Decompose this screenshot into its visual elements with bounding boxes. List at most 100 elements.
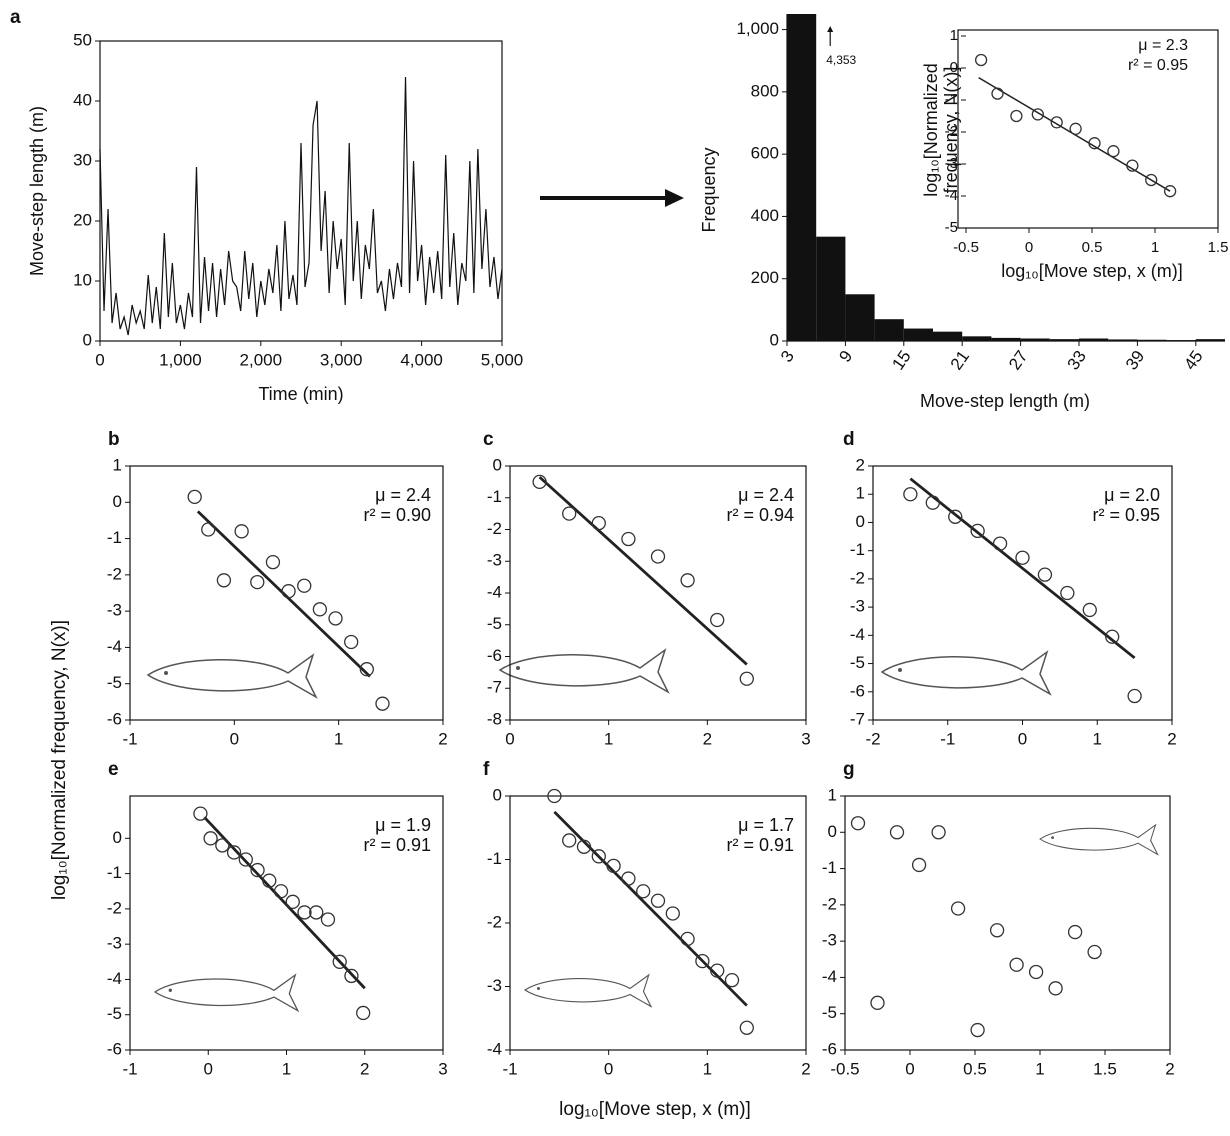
y-tick-label: 800 — [751, 81, 779, 100]
point — [989, 923, 1005, 938]
annotation: μ = 1.7 — [738, 815, 794, 835]
y-tick-label: -3 — [107, 934, 122, 953]
point — [262, 873, 277, 888]
point — [710, 612, 725, 628]
point — [547, 788, 562, 804]
y-tick-label: -4 — [822, 967, 837, 986]
x-tick-label: 1.5 — [1093, 1059, 1117, 1078]
point — [970, 1022, 985, 1038]
series-line — [99, 76, 503, 336]
x-tick-label: 0 — [1018, 729, 1027, 748]
x-tick-label: 2 — [1165, 1059, 1174, 1078]
y-tick-label: -2 — [487, 912, 502, 931]
fit-line — [196, 510, 371, 678]
point — [739, 671, 754, 686]
x-tick-label: 0 — [905, 1059, 914, 1078]
x-tick-label: -1 — [502, 1059, 517, 1078]
y-tick-label: -6 — [850, 681, 865, 700]
annotation: r² = 0.91 — [363, 835, 431, 855]
annotation-arrow-head — [827, 26, 834, 32]
point — [320, 912, 336, 927]
y-tick-label: 2 — [856, 455, 865, 474]
y-tick-label: -4 — [945, 187, 958, 204]
point — [1127, 688, 1142, 704]
point — [187, 489, 202, 504]
point — [680, 573, 695, 588]
point — [1031, 108, 1044, 121]
x-tick-label: 0 — [1025, 239, 1033, 256]
bar — [1079, 338, 1109, 341]
x-tick-label: 0 — [95, 350, 104, 369]
x-tick-label: 0 — [204, 1059, 213, 1078]
point — [226, 845, 242, 860]
x-axis-label: log₁₀[Move step, x (m)] — [1001, 261, 1183, 281]
annotation: μ = 2.0 — [1104, 485, 1160, 505]
illustration — [881, 651, 1051, 695]
y-tick-label: 400 — [751, 206, 779, 225]
x-tick-label: 9 — [835, 347, 856, 366]
x-tick-label: 33 — [1064, 347, 1090, 373]
x-axis-label: Move-step length (m) — [920, 391, 1090, 411]
y-tick-label: 1,000 — [736, 19, 779, 38]
y-tick-label: 200 — [751, 268, 779, 287]
point — [562, 506, 577, 521]
point — [591, 516, 606, 531]
point — [1107, 145, 1120, 158]
y-tick-label: -5 — [487, 614, 502, 633]
point — [724, 973, 740, 988]
y-tick-label: 30 — [73, 150, 92, 169]
bar — [903, 328, 933, 341]
y-tick-label: 1 — [113, 455, 122, 474]
point — [215, 838, 230, 853]
point — [650, 549, 666, 564]
point — [870, 995, 885, 1010]
x-tick-label: 2 — [801, 1059, 810, 1078]
panel-label: f — [483, 759, 490, 780]
point — [201, 522, 216, 537]
x-tick-label: 4,000 — [400, 350, 443, 369]
y-tick-label: -4 — [107, 637, 122, 656]
point — [1028, 964, 1044, 980]
y-tick-label: -1 — [107, 863, 122, 882]
y-tick-label: -1 — [487, 487, 502, 506]
x-tick-label: 0 — [604, 1059, 613, 1078]
value-label: 4,353 — [826, 53, 856, 67]
x-tick-label: 0 — [505, 729, 514, 748]
y-tick-label: 0 — [770, 330, 779, 349]
y-tick-label: -2 — [850, 568, 865, 587]
panel-label: c — [483, 429, 494, 450]
x-tick-label: -0.5 — [830, 1059, 859, 1078]
y-tick-label: -3 — [850, 597, 865, 616]
y-tick-label: -6 — [487, 646, 502, 665]
y-tick-label: 1 — [856, 484, 865, 503]
y-tick-label: -3 — [487, 551, 502, 570]
x-tick-label: 1 — [1035, 1059, 1044, 1078]
point — [576, 839, 592, 854]
point — [328, 611, 343, 626]
annotation: r² = 0.94 — [726, 505, 794, 525]
bar — [816, 236, 846, 341]
point — [931, 825, 946, 840]
point — [739, 1020, 754, 1035]
point — [1069, 122, 1082, 135]
y-tick-label: 0 — [113, 828, 122, 847]
x-tick-label: 3 — [438, 1059, 447, 1078]
point — [1145, 173, 1158, 187]
x-tick-label: 15 — [888, 347, 914, 373]
y-tick-label: 40 — [73, 90, 92, 109]
point — [309, 905, 324, 920]
y-tick-label: 0 — [950, 59, 958, 76]
x-tick-label: 1 — [1151, 239, 1159, 256]
y-tick-label: 0 — [828, 822, 837, 841]
point — [710, 963, 725, 978]
y-tick-label: -4 — [850, 625, 865, 644]
point — [1015, 550, 1030, 565]
bar — [1049, 339, 1079, 341]
y-tick-label: -7 — [487, 678, 502, 697]
fit-line — [203, 816, 366, 990]
x-tick-label: 1,000 — [159, 350, 202, 369]
y-tick-label: 20 — [73, 210, 92, 229]
illustration — [499, 649, 669, 693]
illustration — [1039, 824, 1159, 855]
